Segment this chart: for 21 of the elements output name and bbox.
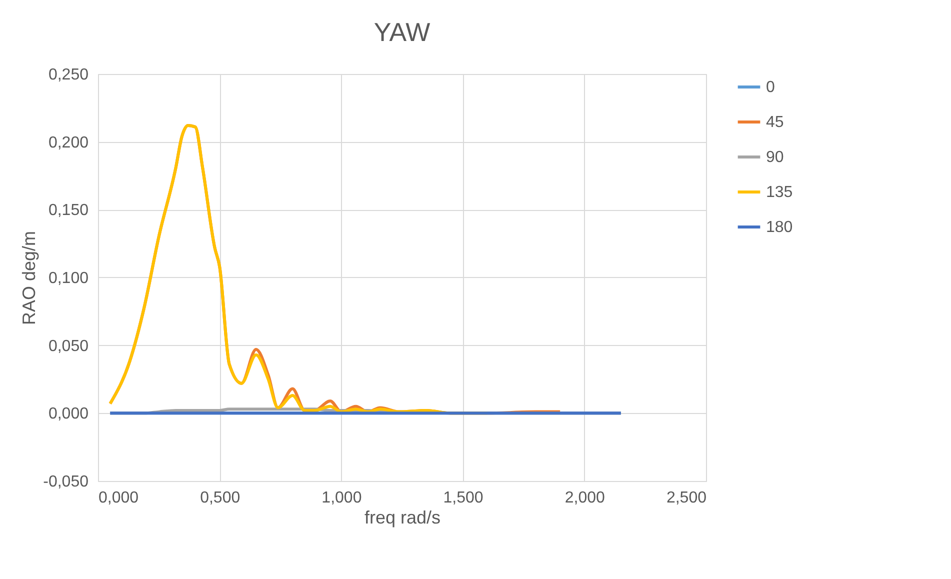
- legend-label: 45: [766, 114, 784, 131]
- x-axis-title: freq rad/s: [364, 508, 441, 528]
- y-tick-label: 0,050: [48, 338, 89, 355]
- chart-title: YAW: [374, 17, 431, 47]
- legend-label: 0: [766, 79, 775, 96]
- y-tick-label: 0,000: [48, 406, 89, 423]
- y-tick-label: 0,250: [48, 66, 89, 84]
- legend-label: 135: [766, 184, 793, 201]
- legend-label: 180: [766, 219, 793, 236]
- y-tick-label: 0,150: [48, 202, 89, 220]
- x-tick-label: 2,500: [666, 490, 707, 506]
- x-tick-label: 1,000: [322, 490, 362, 506]
- x-tick-label: 2,000: [564, 490, 606, 506]
- x-tick-label: 1,500: [443, 490, 484, 506]
- y-tick-label: -0,050: [43, 474, 89, 490]
- x-tick-label: 0,500: [200, 490, 240, 506]
- y-tick-label: 0,100: [48, 270, 89, 287]
- y-tick-label: 0,200: [48, 134, 89, 152]
- y-axis-title: RAO deg/m: [19, 230, 40, 326]
- legend-label: 90: [766, 149, 784, 166]
- x-tick-label: 0,000: [98, 490, 139, 506]
